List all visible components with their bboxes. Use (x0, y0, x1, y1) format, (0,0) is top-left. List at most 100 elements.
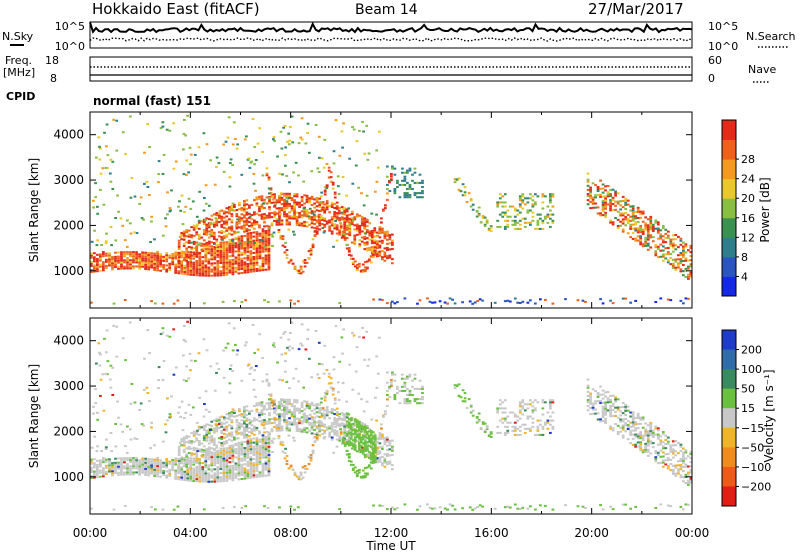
power-cell (231, 254, 235, 257)
velocity-cell (265, 430, 269, 433)
velocity-cell (416, 387, 419, 390)
velocity-cell (240, 459, 244, 462)
velocity-cell (506, 415, 510, 418)
velocity-cell (210, 439, 214, 442)
power-cell (348, 213, 352, 216)
power-cell (225, 253, 229, 256)
power-cell (246, 238, 250, 241)
velocity-cell (465, 407, 469, 410)
power-cell (180, 238, 184, 241)
velocity-cell (174, 473, 178, 476)
velocity-cell (371, 443, 375, 446)
power-cell (513, 219, 517, 222)
power-cell (649, 224, 653, 227)
velocity-cell (521, 407, 525, 410)
velocity-cell (237, 464, 241, 467)
velocity-cell (315, 427, 319, 430)
power-cell (285, 207, 289, 210)
power-cell (315, 215, 319, 218)
velocity-cell (396, 392, 399, 395)
power-cell (302, 207, 306, 210)
velocity-cell (516, 427, 520, 430)
power-cell (201, 274, 205, 277)
power-cell (536, 219, 540, 222)
power-cell (222, 270, 226, 273)
power-cell (340, 218, 344, 221)
power-cell (213, 274, 217, 277)
velocity-cell (248, 431, 251, 434)
velocity-cell (376, 437, 379, 440)
power-cell (339, 222, 342, 225)
power-cell (339, 225, 343, 228)
power-cell (228, 240, 232, 243)
velocity-cell (378, 436, 381, 439)
power-cell (361, 120, 364, 123)
power-cell (649, 234, 653, 237)
power-cell (183, 211, 186, 214)
velocity-cell (225, 467, 229, 470)
power-cell (248, 225, 251, 228)
velocity-cell (273, 346, 276, 349)
power-cell (656, 237, 660, 240)
velocity-cell (124, 359, 127, 362)
power-cell (184, 205, 188, 208)
power-cell (609, 199, 612, 202)
velocity-cell (182, 354, 185, 357)
power-cell (108, 260, 111, 263)
power-cell (207, 258, 211, 261)
power-cell (216, 266, 220, 269)
power-cell (347, 207, 351, 210)
velocity-cell (216, 470, 220, 473)
power-cell (225, 223, 229, 226)
power-cell (661, 227, 665, 230)
velocity-cell (190, 447, 193, 450)
power-cell (255, 257, 259, 260)
power-cell (360, 222, 364, 225)
power-cell (283, 211, 286, 214)
velocity-cell (359, 436, 363, 439)
velocity-cell (234, 476, 238, 479)
velocity-cell (378, 452, 382, 455)
velocity-cell (459, 396, 463, 399)
velocity-cell (240, 469, 244, 472)
power-cell (138, 261, 141, 264)
y-tick-label: 3000 (53, 173, 84, 187)
power-cell (187, 254, 191, 257)
velocity-cell (260, 419, 264, 422)
power-cell (483, 225, 487, 228)
power-cell (534, 227, 537, 230)
power-cell (293, 199, 296, 202)
velocity-cell (351, 463, 355, 466)
velocity-cell (246, 450, 250, 453)
velocity-cell (246, 446, 250, 449)
power-cell (232, 242, 236, 245)
power-cell (308, 199, 311, 202)
power-cell (501, 201, 505, 204)
power-cell (105, 252, 108, 255)
power-cell (335, 214, 339, 217)
velocity-cell (293, 399, 296, 402)
power-cell (243, 222, 246, 225)
velocity-cell (222, 455, 226, 458)
power-cell (306, 122, 310, 125)
power-cell (92, 199, 95, 202)
velocity-cell (536, 401, 540, 404)
velocity-cell (299, 342, 303, 345)
velocity-cell (383, 443, 387, 446)
power-cell (248, 212, 251, 215)
power-cell (378, 254, 382, 257)
velocity-cell (114, 465, 117, 468)
velocity-cell (201, 468, 205, 471)
velocity-cell (328, 427, 332, 430)
power-cell (311, 238, 315, 241)
velocity-cell (531, 417, 535, 420)
power-cell (156, 257, 159, 260)
velocity-cell (208, 439, 212, 442)
power-cell (238, 218, 241, 221)
power-cell (362, 130, 365, 133)
velocity-cell (367, 430, 371, 433)
velocity-cell (231, 458, 235, 461)
power-cell (687, 249, 690, 252)
velocity-cell (164, 431, 168, 434)
velocity-cell (288, 387, 291, 390)
